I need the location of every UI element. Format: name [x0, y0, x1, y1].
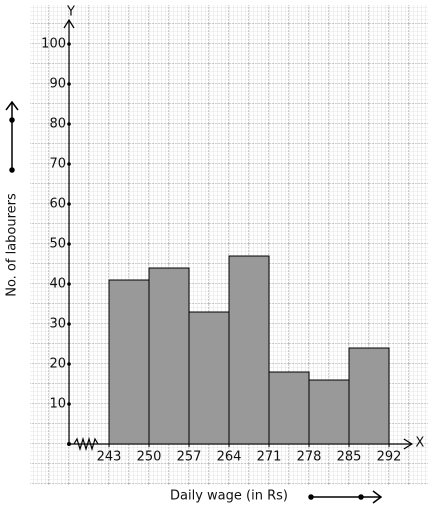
bar — [228, 255, 270, 445]
plot: X Y 10 20 30 40 50 60 70 80 90 100 243 250 257 264 271 27… — [41, 5, 424, 465]
y-tick-label: 10 — [49, 397, 66, 412]
y-tick-label: 20 — [49, 357, 66, 372]
y-axis-arrow — [63, 18, 75, 29]
x-tick-label: 271 — [257, 450, 282, 465]
y-tick-label: 30 — [49, 317, 66, 332]
y-tick — [67, 82, 71, 86]
y-tick-label: 40 — [49, 277, 66, 292]
y-tick — [67, 42, 71, 46]
y-tick — [67, 122, 71, 126]
x-tick-label: 264 — [217, 450, 242, 465]
bar — [268, 371, 310, 445]
origin — [67, 442, 71, 446]
x-axis-name: X — [415, 436, 424, 451]
y-axis-name: Y — [66, 5, 75, 20]
x-tick-label: 243 — [97, 450, 122, 465]
bar — [348, 347, 390, 445]
y-tick — [67, 242, 71, 246]
x-tick-label: 285 — [337, 450, 362, 465]
decor-arrows — [5, 100, 383, 504]
x-tick-label: 278 — [297, 450, 322, 465]
y-tick — [67, 282, 71, 286]
x-axis-arrow — [403, 438, 413, 450]
y-tick-label: 80 — [49, 117, 66, 132]
y-tick-label: 100 — [41, 37, 66, 52]
y-tick-label: 60 — [49, 197, 66, 212]
x-tick-label: 257 — [177, 450, 202, 465]
bar — [188, 311, 230, 445]
x-axis-label: Daily wage (in Rs) — [170, 489, 288, 504]
y-tick — [67, 162, 71, 166]
y-tick-label: 90 — [49, 77, 66, 92]
y-tick-label: 50 — [49, 237, 66, 252]
y-tick — [67, 402, 71, 406]
axis-break — [73, 436, 99, 452]
y-tick-label: 70 — [49, 157, 66, 172]
y-axis-label: No. of labourers — [5, 193, 20, 297]
x-tick-label: 250 — [137, 450, 162, 465]
y-tick — [67, 202, 71, 206]
bar — [308, 379, 350, 445]
y-tick — [67, 362, 71, 366]
bar — [148, 267, 190, 445]
bar — [108, 279, 150, 445]
y-tick — [67, 322, 71, 326]
x-tick-label: 292 — [377, 450, 402, 465]
